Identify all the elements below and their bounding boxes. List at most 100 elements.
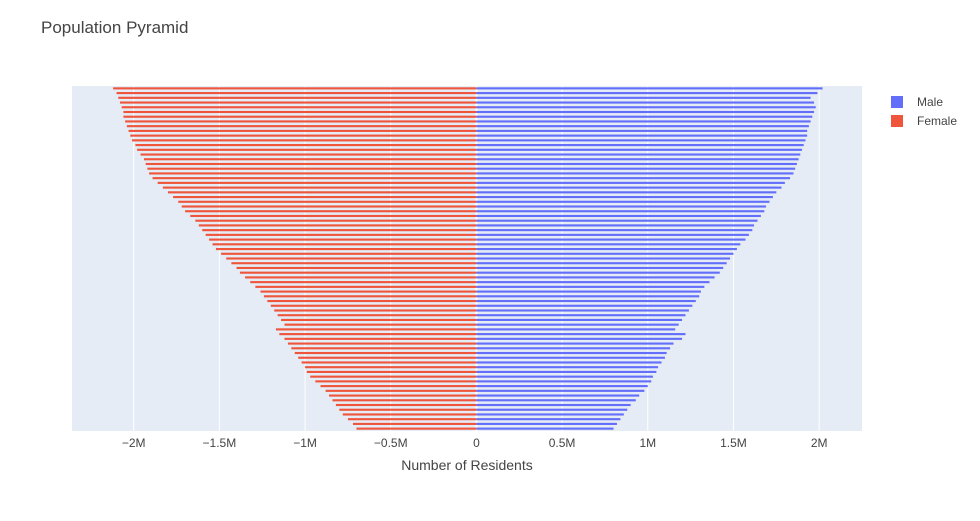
male-bar[interactable] [476,427,614,430]
male-bar[interactable] [476,125,809,128]
male-bar[interactable] [476,304,693,307]
female-bar[interactable] [198,224,477,227]
male-bar[interactable] [476,389,645,392]
female-bar[interactable] [125,120,477,123]
male-bar[interactable] [476,181,785,184]
male-bar[interactable] [476,214,761,218]
male-bar[interactable] [476,101,815,104]
male-bar[interactable] [476,361,662,364]
female-bar[interactable] [131,139,477,142]
male-bar[interactable] [476,337,683,340]
female-bar[interactable] [339,408,477,411]
male-bar[interactable] [476,134,808,137]
female-bar[interactable] [126,125,477,128]
male-bar[interactable] [476,318,683,322]
male-bar[interactable] [476,219,758,222]
female-bar[interactable] [332,399,477,402]
male-bar[interactable] [476,276,715,279]
female-bar[interactable] [255,285,477,288]
male-bar[interactable] [476,96,811,99]
female-bar[interactable] [221,252,477,255]
male-bar[interactable] [476,285,705,288]
female-bar[interactable] [128,129,477,132]
male-bar[interactable] [476,375,653,378]
male-bar[interactable] [476,351,667,355]
female-bar[interactable] [284,323,477,326]
female-bar[interactable] [190,214,477,218]
female-bar[interactable] [263,295,477,298]
male-bar[interactable] [476,399,636,402]
female-bar[interactable] [162,186,477,189]
female-bar[interactable] [143,158,477,161]
female-bar[interactable] [298,356,477,359]
female-bar[interactable] [123,115,477,118]
male-bar[interactable] [476,418,621,421]
legend-item-male[interactable]: Male [891,92,957,111]
male-bar[interactable] [476,92,818,95]
female-bar[interactable] [260,290,477,293]
male-bar[interactable] [476,366,659,369]
male-bar[interactable] [476,328,676,331]
male-bar[interactable] [476,262,727,265]
female-bar[interactable] [231,262,477,265]
female-bar[interactable] [226,257,477,260]
male-bar[interactable] [476,243,741,246]
male-bar[interactable] [476,195,773,199]
female-bar[interactable] [119,101,477,104]
female-bar[interactable] [145,162,477,166]
female-bar[interactable] [152,177,477,180]
female-bar[interactable] [356,427,477,430]
female-bar[interactable] [274,309,477,312]
female-bar[interactable] [281,318,477,322]
female-bar[interactable] [135,144,477,147]
female-bar[interactable] [209,238,477,241]
male-bar[interactable] [476,200,770,203]
female-bar[interactable] [157,181,477,184]
male-bar[interactable] [476,191,777,194]
female-bar[interactable] [185,210,477,213]
male-bar[interactable] [476,370,657,373]
male-bar[interactable] [476,139,806,142]
female-bar[interactable] [275,328,477,331]
male-bar[interactable] [476,290,701,293]
legend-item-female[interactable]: Female [891,111,957,130]
male-bar[interactable] [476,385,648,388]
male-bar[interactable] [476,87,823,90]
male-bar[interactable] [476,129,808,132]
female-bar[interactable] [140,153,477,156]
male-bar[interactable] [476,408,628,411]
male-bar[interactable] [476,153,801,156]
male-bar[interactable] [476,356,665,359]
male-bar[interactable] [476,413,624,416]
female-bar[interactable] [287,342,477,345]
female-bar[interactable] [202,229,477,232]
female-bar[interactable] [320,385,477,388]
female-bar[interactable] [347,418,477,421]
male-bar[interactable] [476,110,815,114]
female-bar[interactable] [291,347,477,350]
male-bar[interactable] [476,115,813,118]
male-bar[interactable] [476,271,720,274]
female-bar[interactable] [245,276,477,279]
male-bar[interactable] [476,314,686,317]
male-bar[interactable] [476,158,799,161]
female-bar[interactable] [236,266,477,270]
female-bar[interactable] [315,380,477,383]
female-bar[interactable] [167,191,477,194]
male-bar[interactable] [476,177,791,180]
female-bar[interactable] [181,205,477,208]
female-bar[interactable] [121,106,477,109]
female-bar[interactable] [294,351,477,355]
male-bar[interactable] [476,422,617,425]
female-bar[interactable] [325,389,477,392]
male-bar[interactable] [476,120,811,123]
female-bar[interactable] [277,314,477,317]
male-bar[interactable] [476,252,734,255]
female-bar[interactable] [205,233,477,236]
male-bar[interactable] [476,403,631,407]
female-bar[interactable] [335,403,477,407]
male-bar[interactable] [476,186,782,189]
male-bar[interactable] [476,342,674,345]
female-bar[interactable] [329,394,477,397]
male-bar[interactable] [476,148,803,151]
